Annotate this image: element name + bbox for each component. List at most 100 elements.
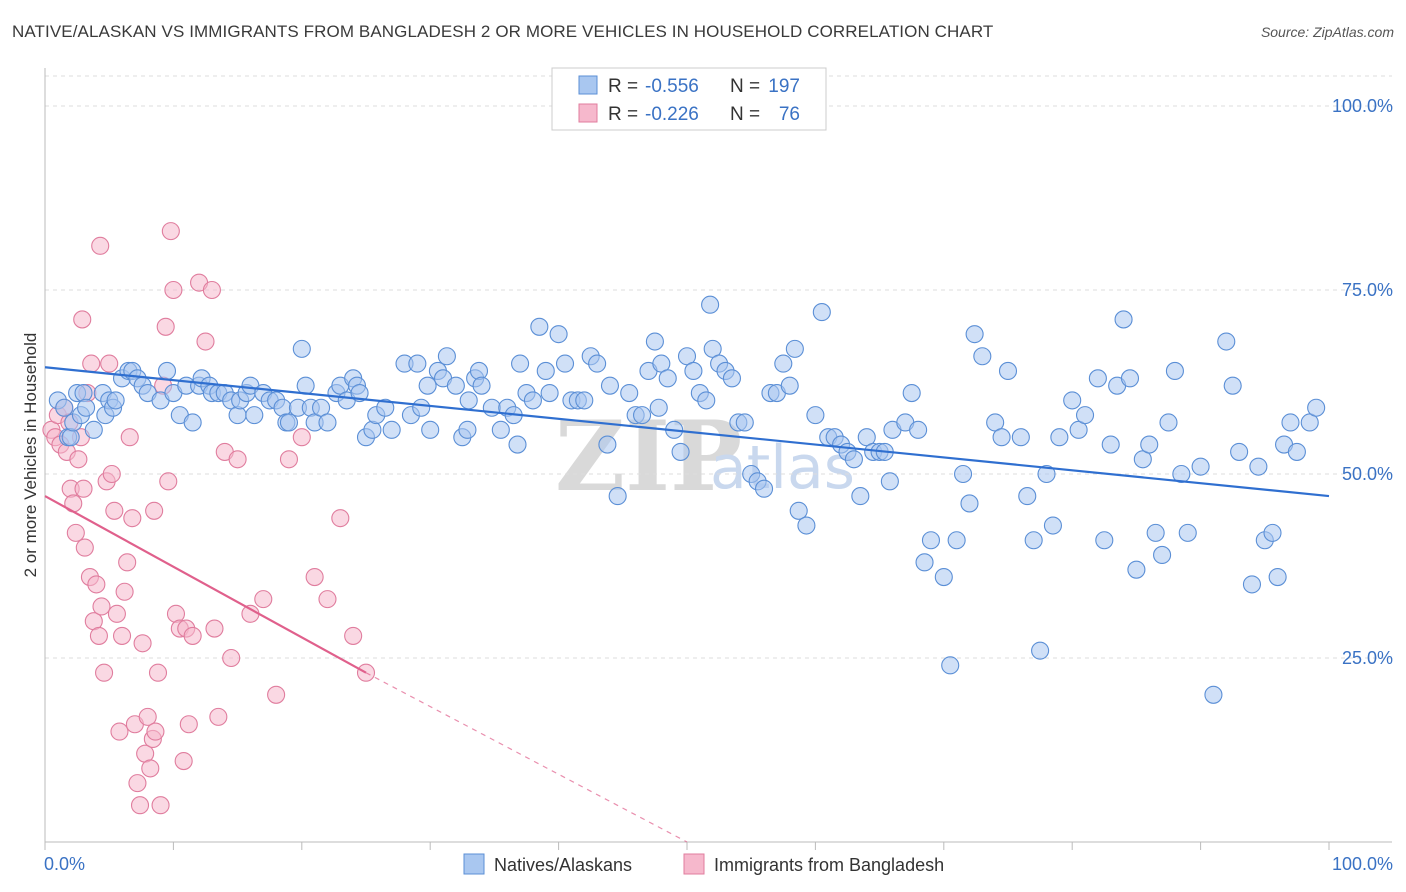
y-tick-label: 75.0% [1342,280,1393,300]
bangladesh-point [146,722,165,741]
bangladesh-point [145,501,164,520]
bangladesh-point [130,796,150,815]
natives-point [909,420,928,439]
bangladesh-point [69,450,88,469]
natives-point [1024,531,1043,550]
natives-point [106,391,125,410]
natives-point [797,516,816,535]
natives-point [754,479,774,498]
natives-point [157,361,177,381]
natives-point [954,464,973,484]
natives-point [789,501,808,520]
bangladesh-point [91,236,110,255]
natives-point [523,391,542,410]
natives-point [1242,575,1262,594]
natives-point [1043,516,1062,535]
legend-bangladesh-swatch [683,853,705,875]
natives-point [245,406,264,425]
natives-point [1307,398,1326,417]
natives-point [608,487,627,506]
natives-point [649,398,668,417]
bangladesh-point [120,428,139,447]
x-tick-label-max: 100.0% [1332,854,1393,874]
legend-natives-swatch [463,853,485,875]
natives-points [48,295,1326,704]
natives-point [902,383,921,403]
natives-point [575,391,594,410]
bangladesh-points [42,222,376,815]
bangladesh-point [183,626,202,645]
natives-point [1178,523,1197,542]
natives-point [74,383,93,403]
natives-point [1120,369,1140,388]
x-tick-label-min: 0.0% [44,854,85,874]
natives-point [376,398,395,417]
bangladesh-point [110,722,129,741]
y-tick-label: 25.0% [1342,648,1393,668]
axes: 25.0% 50.0% 75.0% 100.0% 0.0% 100.0% [44,68,1393,874]
natives-point [1101,435,1120,454]
natives-point [934,567,953,587]
natives-point [785,339,804,358]
bangladesh-point [133,634,152,653]
natives-point [992,428,1011,447]
legend-n-value-1: 197 [768,76,800,97]
bangladesh-point [196,332,215,351]
bangladesh-point [92,597,111,616]
natives-point [446,376,465,395]
series-legend: Natives/Alaskans Immigrants from Banglad… [463,853,944,875]
natives-point [1230,442,1249,461]
natives-point [458,420,477,439]
natives-point [620,383,639,403]
natives-point [530,317,549,336]
bangladesh-point [209,707,228,726]
legend-n-label-1: N = [730,76,760,97]
natives-point [1075,406,1095,425]
natives-point [61,428,80,447]
natives-point [774,354,793,373]
natives-point [1249,457,1268,476]
natives-point [1088,369,1107,388]
natives-point [84,420,103,439]
natives-point [1140,435,1159,454]
legend-swatch-blue [578,75,598,95]
natives-point [459,391,478,410]
bangladesh-point [107,604,126,623]
natives-point [1037,464,1056,484]
natives-point [701,295,720,314]
natives-point [1018,487,1037,506]
bangladesh-point [292,428,311,447]
natives-point [296,376,315,395]
natives-point [1011,428,1030,447]
natives-point [973,347,992,366]
bangladesh-point [128,774,147,793]
natives-point [806,406,825,425]
natives-point [292,339,311,358]
natives-point [549,325,568,344]
natives-point [1050,428,1069,447]
bangladesh-point [87,575,106,594]
natives-point [408,354,427,373]
natives-point [915,553,934,572]
natives-point [1263,523,1282,542]
natives-point [684,361,703,381]
natives-point [540,383,559,403]
natives-point [812,303,831,322]
natives-point [921,531,941,550]
bangladesh-point [151,796,170,815]
natives-point [880,472,899,491]
natives-point [998,361,1018,381]
bangladesh-point [344,626,363,645]
natives-point [1127,560,1146,579]
natives-point [671,442,690,461]
natives-point [960,494,979,513]
bangladesh-point [267,685,286,704]
natives-point [1191,457,1210,476]
bangladesh-point [159,472,178,491]
bangladesh-point [74,479,93,498]
natives-point [965,325,984,344]
y-tick-label: 100.0% [1332,96,1393,116]
natives-point [350,383,369,403]
natives-point [1153,545,1172,565]
